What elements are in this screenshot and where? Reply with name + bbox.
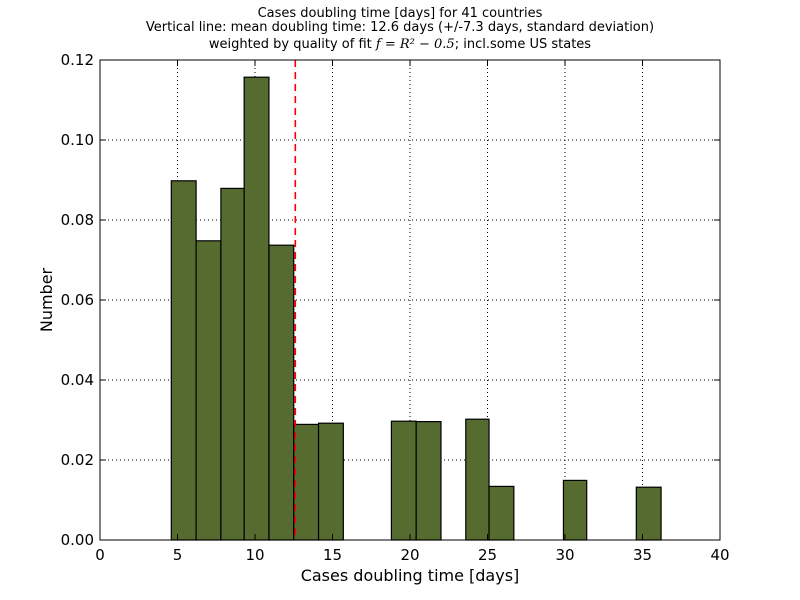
x-tick-label-5: 25 — [478, 546, 497, 564]
histogram-bar-8 — [415, 421, 442, 541]
histogram-bar-6 — [317, 422, 344, 541]
histogram-bar-2 — [220, 187, 245, 541]
histogram-bar-12 — [635, 486, 662, 541]
histogram-bar-4 — [268, 244, 295, 541]
x-tick-label-4: 20 — [400, 546, 419, 564]
y-tick-labels: 0.00 0.02 0.04 0.06 0.08 0.10 0.12 — [61, 51, 94, 549]
x-tick-label-8: 40 — [710, 546, 729, 564]
y-tick-label-3: 0.06 — [61, 291, 94, 309]
y-tick-label-2: 0.04 — [61, 371, 94, 389]
y-tick-label-6: 0.12 — [61, 51, 94, 69]
chart-title-line-3: weighted by quality of fit f = R² − 0.5;… — [0, 37, 800, 52]
histogram-bar-9 — [465, 418, 490, 541]
histogram-bar-10 — [488, 485, 515, 541]
title-line3-suffix: ; incl.some US states — [454, 37, 592, 52]
title-formula: f = R² − 0.5 — [375, 37, 455, 52]
histogram-bar-11 — [562, 479, 588, 541]
x-tick-label-1: 5 — [173, 546, 183, 564]
y-tick-label-1: 0.02 — [61, 451, 94, 469]
histogram-bar-3 — [243, 76, 270, 541]
chart-title-line-1: Cases doubling time [days] for 41 countr… — [257, 6, 543, 21]
chart-title-line-2: Vertical line: mean doubling time: 12.6 … — [145, 20, 655, 35]
y-tick-label-4: 0.08 — [61, 211, 94, 229]
axis-ticks — [99, 59, 721, 541]
y-axis-label: Number — [37, 267, 56, 332]
histogram-bar-7 — [390, 420, 417, 541]
x-tick-label-2: 10 — [245, 546, 264, 564]
histogram-bars — [170, 76, 662, 541]
x-tick-label-0: 0 — [95, 546, 105, 564]
y-tick-label-0: 0.00 — [61, 531, 94, 549]
histogram-bar-1 — [195, 240, 222, 541]
x-axis-label: Cases doubling time [days] — [301, 566, 520, 585]
y-tick-label-5: 0.10 — [61, 131, 94, 149]
histogram-bar-5 — [293, 423, 320, 541]
title-line3-prefix: weighted by quality of fit — [208, 37, 376, 52]
x-tick-label-7: 35 — [633, 546, 652, 564]
x-tick-label-3: 15 — [323, 546, 342, 564]
x-tick-labels: 0 5 10 15 20 25 30 35 40 — [95, 546, 729, 564]
histogram-bar-0 — [170, 180, 197, 541]
x-tick-label-6: 30 — [555, 546, 574, 564]
